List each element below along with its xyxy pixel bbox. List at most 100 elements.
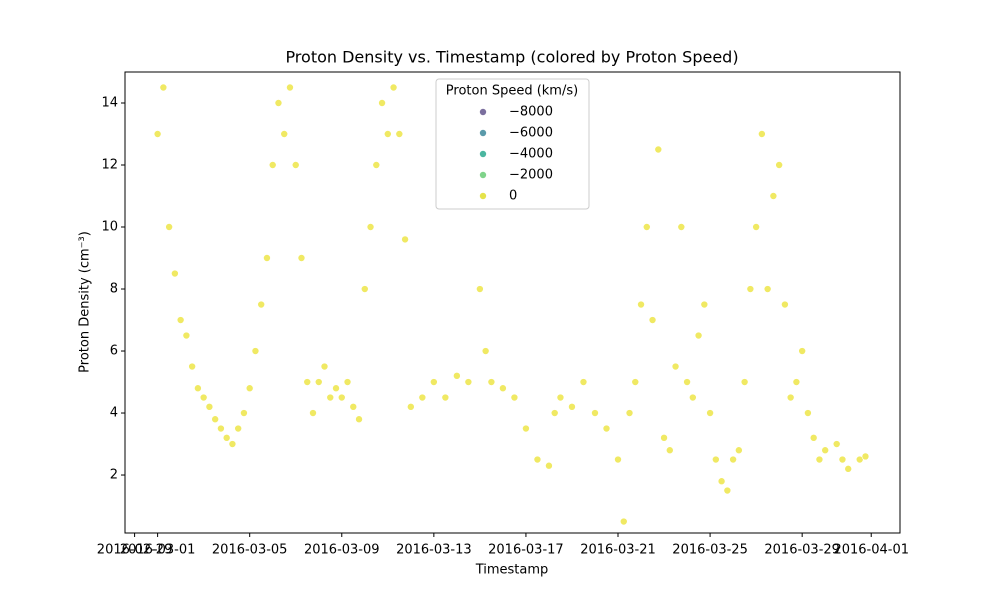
point xyxy=(309,409,317,417)
point xyxy=(314,378,323,386)
point xyxy=(746,285,755,293)
point xyxy=(838,455,847,464)
y-tick-label: 4 xyxy=(110,406,118,421)
point xyxy=(378,99,386,107)
point xyxy=(723,486,732,495)
legend-label: −8000 xyxy=(509,105,553,120)
point xyxy=(222,434,231,442)
point xyxy=(176,316,185,324)
point xyxy=(510,393,519,402)
point xyxy=(274,99,283,107)
point xyxy=(320,362,329,371)
point xyxy=(205,403,214,411)
point xyxy=(832,440,841,448)
point xyxy=(159,83,168,92)
point xyxy=(407,403,415,411)
x-tick-label: 2016-04-01 xyxy=(833,543,909,558)
legend-label: −2000 xyxy=(509,168,553,183)
point xyxy=(654,145,663,154)
point xyxy=(855,455,864,464)
point xyxy=(199,393,208,402)
x-axis-label: Timestamp xyxy=(475,563,549,578)
plot-frame xyxy=(124,71,901,534)
x-tick-label: 2016-02-29 xyxy=(97,543,173,558)
legend-title: Proton Speed (km/s) xyxy=(446,84,578,99)
point xyxy=(642,223,651,231)
point xyxy=(729,455,737,464)
point xyxy=(430,378,438,386)
legend-box xyxy=(435,78,590,210)
point xyxy=(153,130,162,138)
point xyxy=(533,455,542,464)
point xyxy=(677,223,686,231)
point xyxy=(476,285,484,293)
point xyxy=(712,455,720,464)
point xyxy=(660,434,668,442)
point xyxy=(211,415,219,424)
point xyxy=(245,384,254,393)
point xyxy=(550,409,559,417)
points xyxy=(153,83,870,526)
point xyxy=(165,223,173,231)
point xyxy=(268,161,277,169)
point xyxy=(234,424,242,433)
point xyxy=(809,434,818,442)
legend-marker xyxy=(479,108,487,116)
point xyxy=(619,517,628,526)
point xyxy=(240,409,248,417)
point xyxy=(706,409,714,417)
point xyxy=(781,300,789,309)
point xyxy=(614,455,622,464)
legend-marker xyxy=(479,129,487,137)
point xyxy=(355,415,363,424)
point xyxy=(217,424,225,433)
y-tick-label: 6 xyxy=(110,344,118,359)
point xyxy=(389,83,398,92)
point xyxy=(291,161,300,169)
point xyxy=(257,300,266,309)
point xyxy=(671,362,680,371)
point xyxy=(384,130,392,138)
point xyxy=(263,254,271,262)
point xyxy=(487,378,496,386)
point xyxy=(481,347,490,355)
point xyxy=(401,235,409,244)
y-tick-label: 12 xyxy=(101,158,118,173)
point xyxy=(372,161,381,169)
point xyxy=(683,378,691,386)
point xyxy=(453,372,461,380)
point xyxy=(441,393,450,402)
point xyxy=(188,362,196,371)
point xyxy=(689,393,697,402)
point xyxy=(418,393,427,402)
point xyxy=(303,378,312,386)
legend-marker xyxy=(479,150,487,158)
point xyxy=(758,130,766,138)
point xyxy=(786,393,795,402)
point xyxy=(700,300,709,309)
point xyxy=(545,461,553,470)
point xyxy=(769,192,778,200)
point xyxy=(625,409,634,417)
x-tick-label: 2016-03-29 xyxy=(764,543,840,558)
point xyxy=(360,285,369,293)
y-tick-label: 10 xyxy=(101,220,118,235)
point xyxy=(464,378,473,386)
point xyxy=(694,331,703,340)
point xyxy=(740,378,749,386)
point xyxy=(579,378,588,386)
legend-marker xyxy=(479,192,487,200)
legend-label: −6000 xyxy=(509,126,553,141)
point xyxy=(804,409,812,417)
x-tick-label: 2016-03-05 xyxy=(212,543,288,558)
point xyxy=(815,455,824,464)
y-tick-label: 8 xyxy=(110,282,118,297)
point xyxy=(332,384,340,393)
point xyxy=(844,465,853,473)
point xyxy=(602,424,611,433)
point xyxy=(337,393,346,402)
point xyxy=(798,347,806,355)
point xyxy=(717,477,726,486)
point xyxy=(343,378,352,386)
